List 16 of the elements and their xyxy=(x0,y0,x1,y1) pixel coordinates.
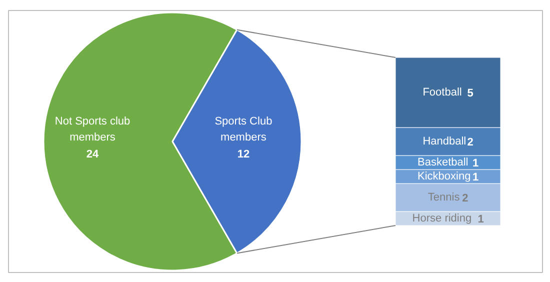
series-label: Tennis xyxy=(428,192,460,204)
data-label: 5 xyxy=(467,88,474,100)
data-label: 1 xyxy=(472,172,479,184)
series-label: Kickboxing xyxy=(418,170,471,182)
series-label: Football xyxy=(422,86,462,98)
series-label: Horse riding xyxy=(412,212,472,224)
data-label: 2 xyxy=(462,192,468,204)
data-label: 1 xyxy=(472,158,479,170)
series-label: Handball xyxy=(422,136,466,148)
slice-label: Sports Club members xyxy=(214,116,272,144)
data-label: 12 xyxy=(237,148,250,160)
slice-label: Not Sports club members xyxy=(54,116,130,144)
data-label: 24 xyxy=(86,148,100,160)
series-label: Basketball xyxy=(418,156,468,168)
data-label: 2 xyxy=(467,136,474,148)
data-label: 1 xyxy=(478,214,484,226)
